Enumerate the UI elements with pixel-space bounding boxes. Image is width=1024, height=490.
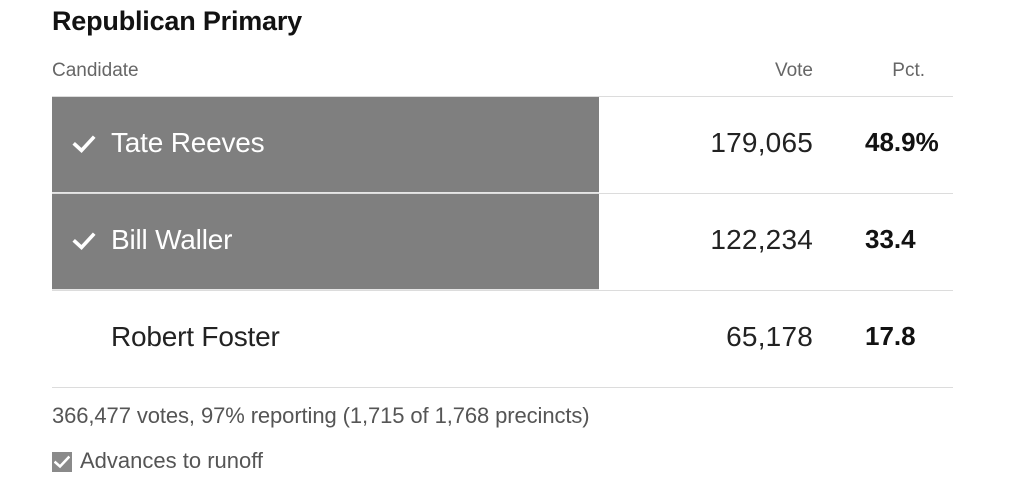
vote-percent: 33.4	[865, 224, 916, 254]
table-header: Candidate Vote Pct.	[52, 58, 953, 97]
checkbox-checked-icon	[52, 452, 72, 472]
header-pct: Pct.	[892, 60, 925, 81]
candidate-name: Bill Waller	[111, 224, 233, 255]
check-icon	[72, 135, 96, 154]
table-row: Bill Waller 122,234 33.4	[52, 194, 953, 291]
vote-percent: 48.9%	[865, 127, 939, 157]
table-row: Robert Foster 65,178 17.8	[52, 291, 953, 388]
candidate-cell: Tate Reeves	[52, 97, 599, 193]
check-icon	[72, 232, 96, 251]
reporting-summary: 366,477 votes, 97% reporting (1,715 of 1…	[52, 403, 590, 428]
candidate-cell: Bill Waller	[52, 194, 599, 290]
candidate-name: Robert Foster	[111, 321, 280, 352]
vote-count: 179,065	[710, 127, 813, 158]
vote-count: 122,234	[710, 224, 813, 255]
header-candidate: Candidate	[52, 60, 139, 81]
vote-count: 65,178	[726, 321, 813, 352]
header-vote: Vote	[774, 60, 813, 81]
candidate-cell: Robert Foster	[52, 291, 599, 387]
legend-label: Advances to runoff	[80, 448, 264, 473]
candidate-name: Tate Reeves	[111, 127, 265, 158]
vote-percent: 17.8	[865, 321, 916, 351]
table-title: Republican Primary	[52, 6, 302, 36]
legend: Advances to runoff	[52, 448, 263, 474]
results-table: Tate Reeves 179,065 48.9% Bill Waller 122,23…	[52, 97, 953, 388]
table-row: Tate Reeves 179,065 48.9%	[52, 97, 953, 194]
